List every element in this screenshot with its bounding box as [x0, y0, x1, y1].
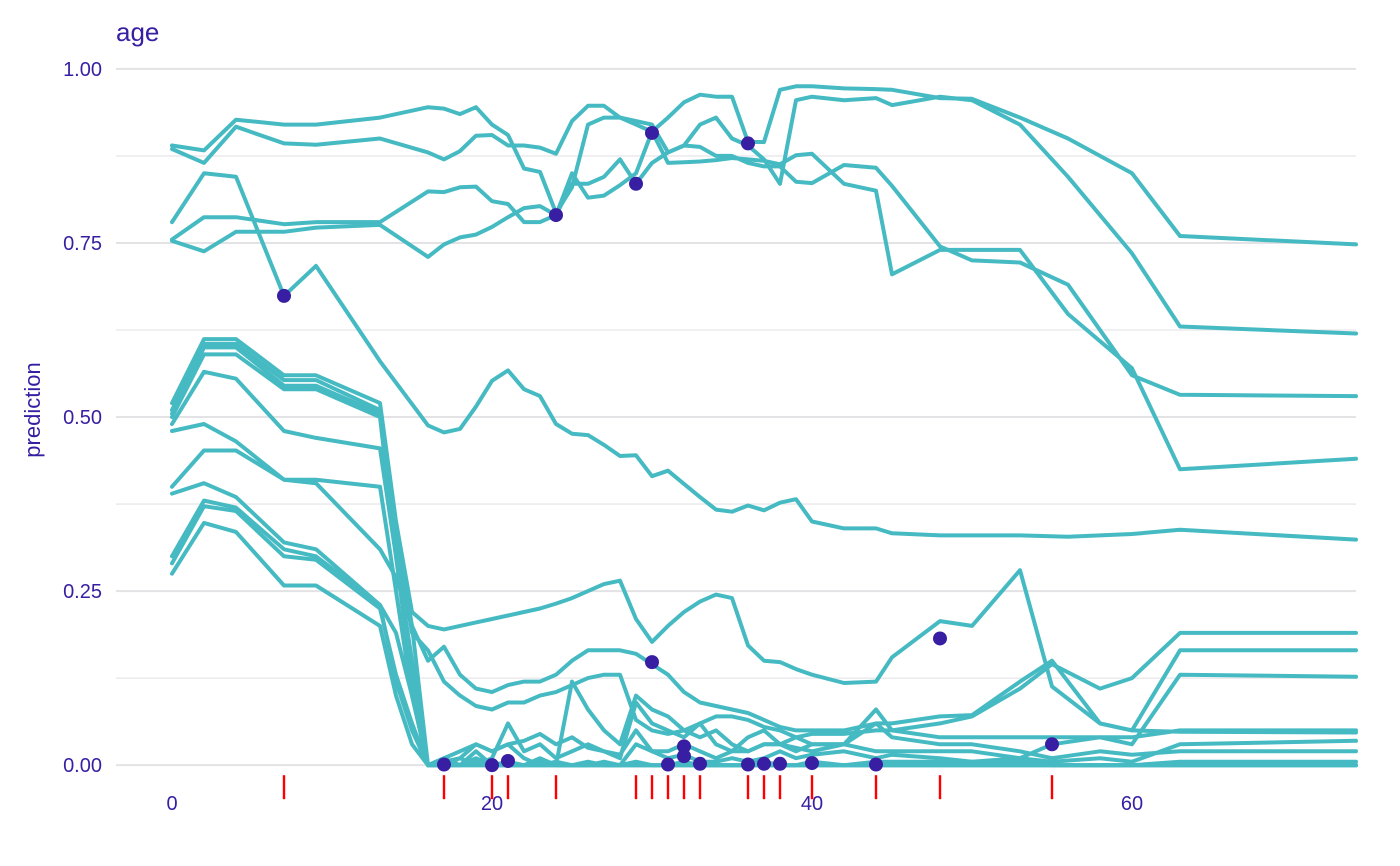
profile-lines: [170, 84, 1358, 768]
profile-line-9: [170, 352, 1358, 768]
observation-point-18: [869, 757, 883, 772]
x-tick-label: 0: [166, 793, 177, 815]
observation-point-15: [757, 756, 771, 771]
profile-line-6: [170, 337, 1358, 735]
profile-line-5: [170, 143, 1358, 399]
profile-line-14: [170, 498, 1358, 768]
observation-point-13: [741, 136, 755, 151]
observation-point-19: [933, 631, 947, 646]
profile-line-15: [170, 504, 1358, 768]
profile-line-13: [170, 481, 1358, 768]
observation-point-9: [661, 757, 675, 772]
y-tick-label: 0.00: [63, 755, 102, 777]
rug-marks: [282, 775, 1054, 800]
observation-point-4: [501, 754, 515, 769]
observation-point-8: [645, 655, 659, 670]
x-axis-ticks: 0 20 40 60: [166, 793, 1143, 815]
gridlines: [116, 67, 1356, 767]
observation-point-17: [805, 756, 819, 771]
observation-point-3: [485, 758, 499, 773]
observation-points: [277, 125, 1059, 773]
observation-point-14: [741, 757, 755, 772]
observation-point-1: [277, 288, 291, 303]
y-tick-label: 0.25: [63, 581, 102, 603]
observation-point-16: [773, 756, 787, 771]
chart-title: age: [116, 17, 159, 47]
y-tick-label: 0.75: [63, 233, 102, 255]
profile-line-2: [170, 94, 1358, 336]
observation-point-5: [549, 208, 563, 223]
profile-line-11: [170, 422, 1358, 768]
profile-line-16: [170, 520, 1358, 768]
observation-point-7: [645, 125, 659, 140]
observation-point-11: [677, 749, 691, 764]
y-axis-ticks: 0.00 0.25 0.50 0.75 1.00: [63, 59, 102, 777]
x-tick-label: 20: [481, 793, 503, 815]
x-tick-label: 60: [1121, 793, 1143, 815]
observation-point-2: [437, 757, 451, 772]
y-tick-label: 1.00: [63, 59, 102, 81]
observation-point-12: [693, 756, 707, 771]
observation-point-6: [629, 176, 643, 191]
profile-line-10: [170, 369, 1358, 768]
profile-line-4: [170, 129, 1358, 472]
y-tick-label: 0.50: [63, 407, 102, 429]
observation-point-10: [677, 739, 691, 754]
x-tick-label: 40: [801, 793, 823, 815]
profile-line-3: [170, 171, 1358, 542]
observation-point-20: [1045, 737, 1059, 752]
y-axis-label: prediction: [20, 362, 45, 457]
